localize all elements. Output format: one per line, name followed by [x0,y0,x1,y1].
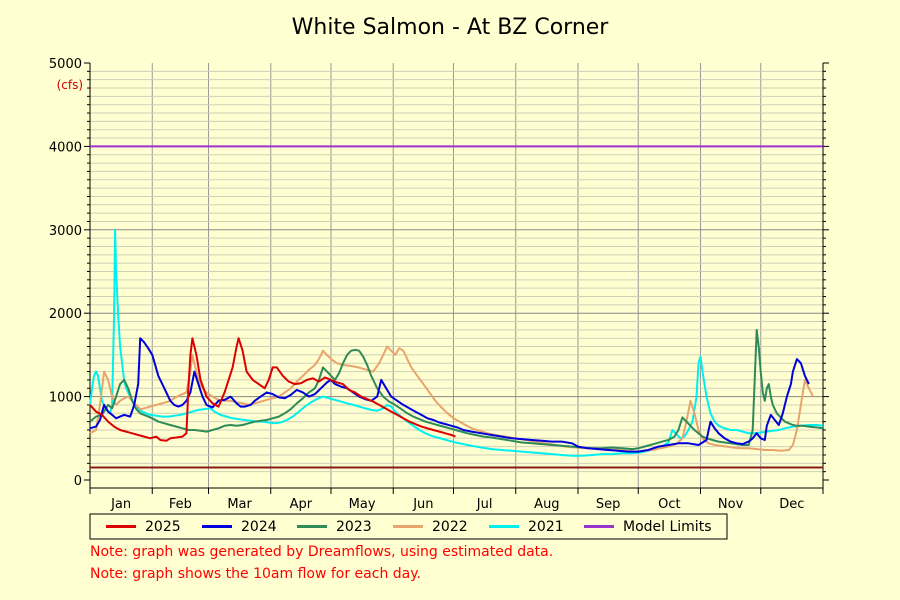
x-tick-label-mar: Mar [227,497,252,512]
legend-label: 2021 [528,519,564,535]
series-line-2023 [89,328,824,451]
legend-label: 2025 [145,519,181,535]
series-line-2024 [89,337,810,453]
x-tick-label-nov: Nov [718,497,744,512]
series-line-2021 [89,228,824,457]
legend-label: 2022 [432,519,468,535]
series-line-2025 [89,337,456,442]
legend: 2025 2024 2023 2022 2021 Model Limits [89,513,728,540]
series-lines [89,145,824,469]
x-tick-label-apr: Apr [290,497,313,512]
y-tick-label: 5000 [49,57,82,72]
y-tick-label: 2000 [49,307,82,322]
x-tick-label-dec: Dec [779,497,804,512]
x-tick-label-jan: Jan [110,497,131,512]
y-axis: 0 1000 2000 3000 4000 5000 [49,57,829,489]
y-tick-label: 3000 [49,224,82,239]
note-10am-flow: Note: graph shows the 10am flow for each… [90,566,421,582]
legend-label: Model Limits [623,519,711,535]
series-line-2022 [89,345,814,453]
chart-title: White Salmon - At BZ Corner [292,15,610,40]
y-tick-label: 4000 [49,140,82,155]
legend-label: 2023 [336,519,372,535]
grid-lines [90,63,823,488]
y-tick-label: 1000 [49,391,82,406]
x-tick-label-sep: Sep [596,497,621,512]
y-tick-label: 0 [74,474,82,489]
x-tick-label-jun: Jun [412,497,433,512]
legend-label: 2024 [241,519,277,535]
note-estimated-data: Note: graph was generated by Dreamflows,… [90,544,554,560]
x-tick-label-oct: Oct [658,497,680,512]
x-tick-label-jul: Jul [476,497,493,512]
y-axis-unit: (cfs) [57,78,83,92]
legend-box [89,513,728,540]
x-axis: Jan Feb Mar Apr May Jun Jul Aug Sep Oct Nov Dec [89,488,824,512]
x-tick-label-may: May [349,497,376,512]
x-tick-label-feb: Feb [169,497,192,512]
x-tick-label-aug: Aug [534,497,559,512]
